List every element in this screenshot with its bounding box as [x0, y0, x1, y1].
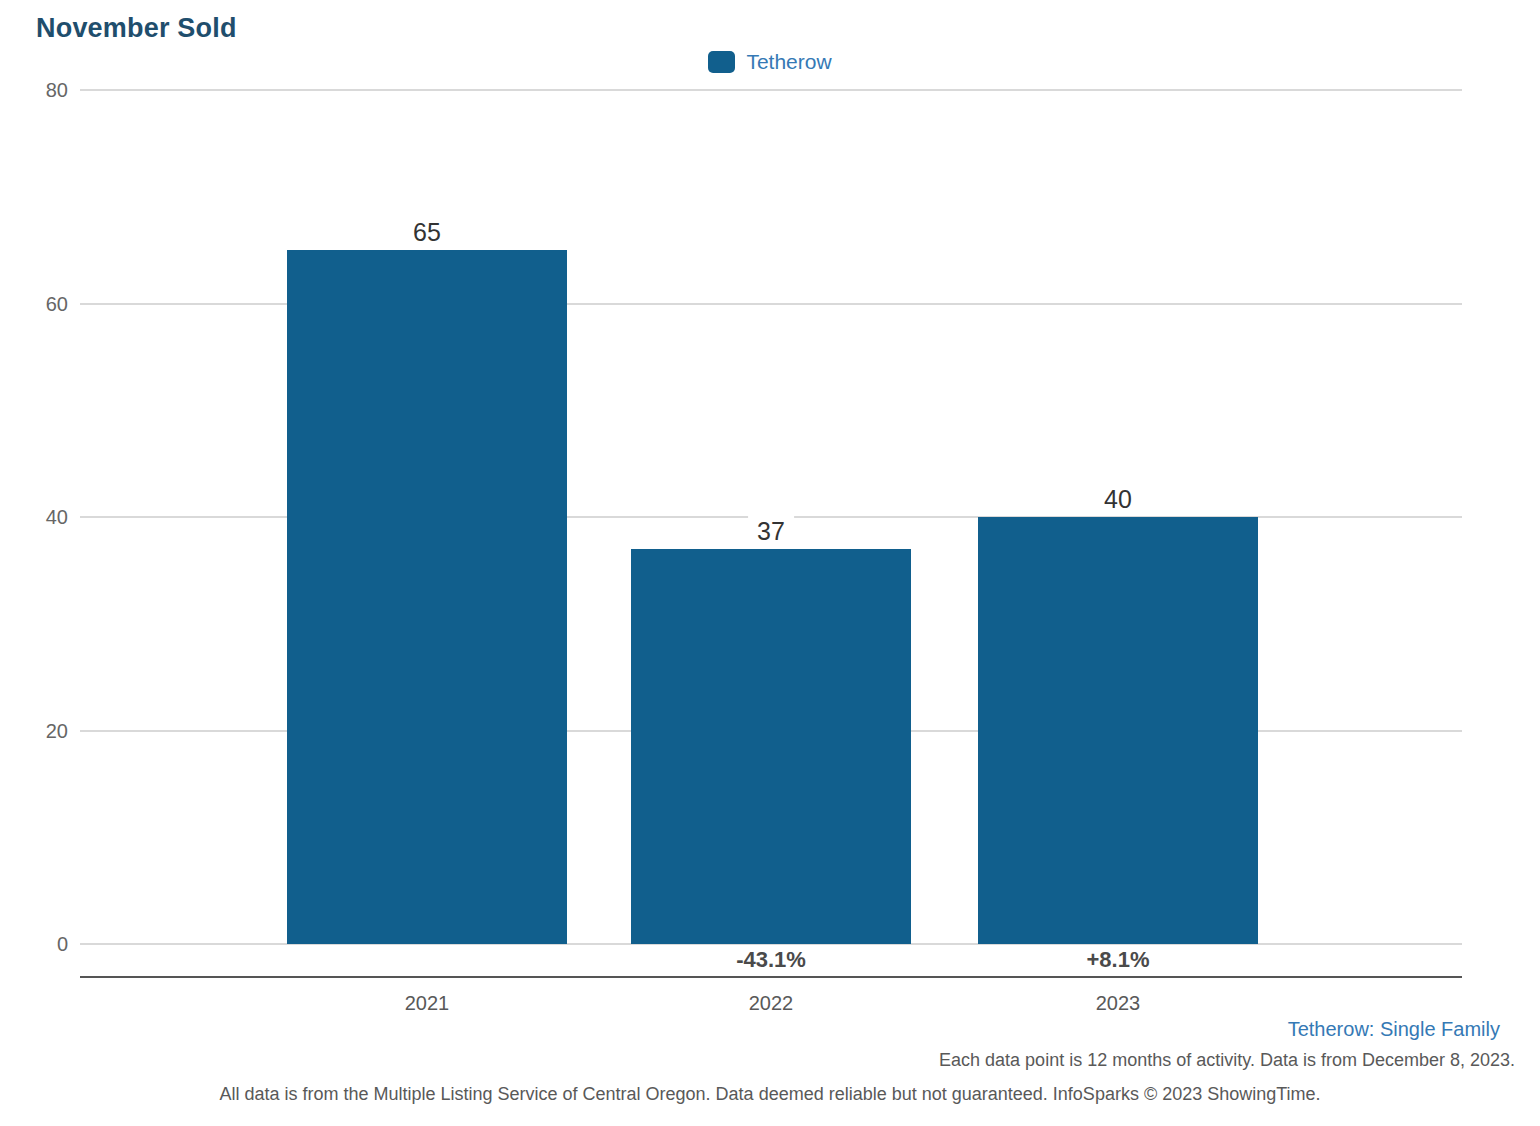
november-sold-chart-page: November Sold Tetherow Tetherow: Single … [0, 0, 1540, 1126]
bar-value-label-2022: 37 [748, 515, 794, 547]
legend-swatch-tetherow [708, 51, 735, 73]
x-axis-label-2023: 2023 [1096, 990, 1141, 1016]
bar-2023[interactable] [978, 517, 1258, 944]
chart-title: November Sold [36, 13, 237, 44]
y-axis-tick-20: 20 [0, 717, 68, 745]
pct-change-label-2023: +8.1% [1087, 946, 1150, 974]
gridline-y80 [80, 89, 1462, 91]
legend[interactable]: Tetherow [0, 50, 1540, 74]
x-axis-line [80, 976, 1462, 978]
y-axis-tick-0: 0 [0, 930, 68, 958]
legend-label-tetherow: Tetherow [746, 50, 831, 74]
disclaimer: All data is from the Multiple Listing Se… [0, 1084, 1540, 1105]
x-axis-label-2022: 2022 [749, 990, 794, 1016]
y-axis-tick-80: 80 [0, 76, 68, 104]
y-axis-tick-60: 60 [0, 290, 68, 318]
series-descriptor: Tetherow: Single Family [1288, 1018, 1500, 1041]
bar-value-label-2021: 65 [404, 216, 450, 248]
data-note: Each data point is 12 months of activity… [939, 1050, 1515, 1071]
pct-change-label-2022: -43.1% [736, 946, 806, 974]
bar-2022[interactable] [631, 549, 911, 944]
y-axis-tick-40: 40 [0, 503, 68, 531]
bar-value-label-2023: 40 [1095, 483, 1141, 515]
bar-2021[interactable] [287, 250, 567, 944]
x-axis-label-2021: 2021 [405, 990, 450, 1016]
